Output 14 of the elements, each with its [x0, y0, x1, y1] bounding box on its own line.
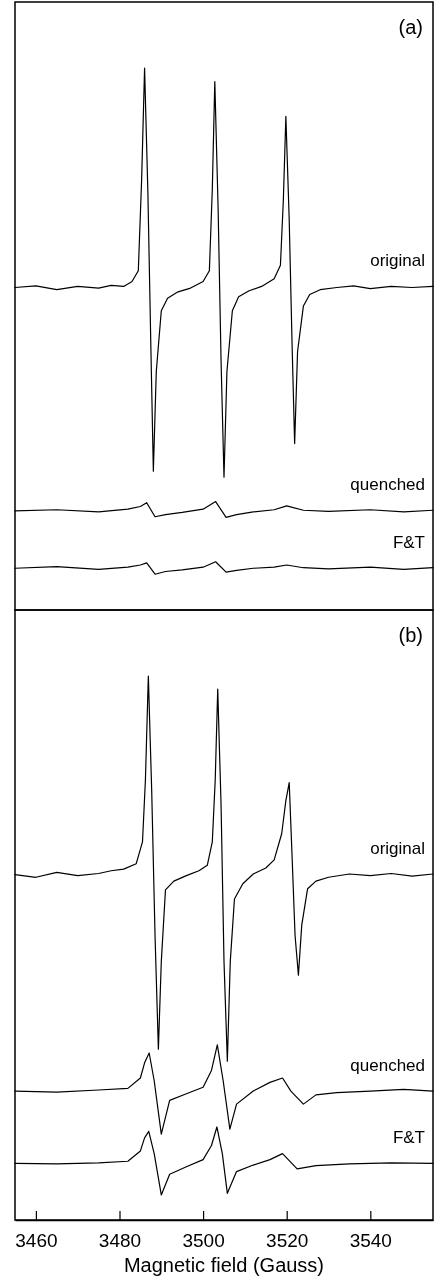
x-axis-title: Magnetic field (Gauss) [123, 1254, 325, 1276]
x-tick-label: 3460 [15, 1230, 58, 1252]
series-label: quenched [350, 1056, 425, 1076]
series-label: F&T [392, 1128, 425, 1148]
x-tick-label: 3520 [266, 1230, 309, 1252]
series-label: F&T [392, 532, 425, 552]
x-tick-label: 3480 [98, 1230, 142, 1252]
x-tick-label: 3540 [349, 1230, 392, 1252]
series-label: original [370, 839, 425, 859]
series-label: quenched [350, 475, 425, 495]
chart-title: (b) [398, 624, 423, 646]
chart-title: (a) [398, 16, 423, 38]
series-label: original [370, 251, 425, 271]
x-tick-label: 3500 [182, 1230, 225, 1252]
